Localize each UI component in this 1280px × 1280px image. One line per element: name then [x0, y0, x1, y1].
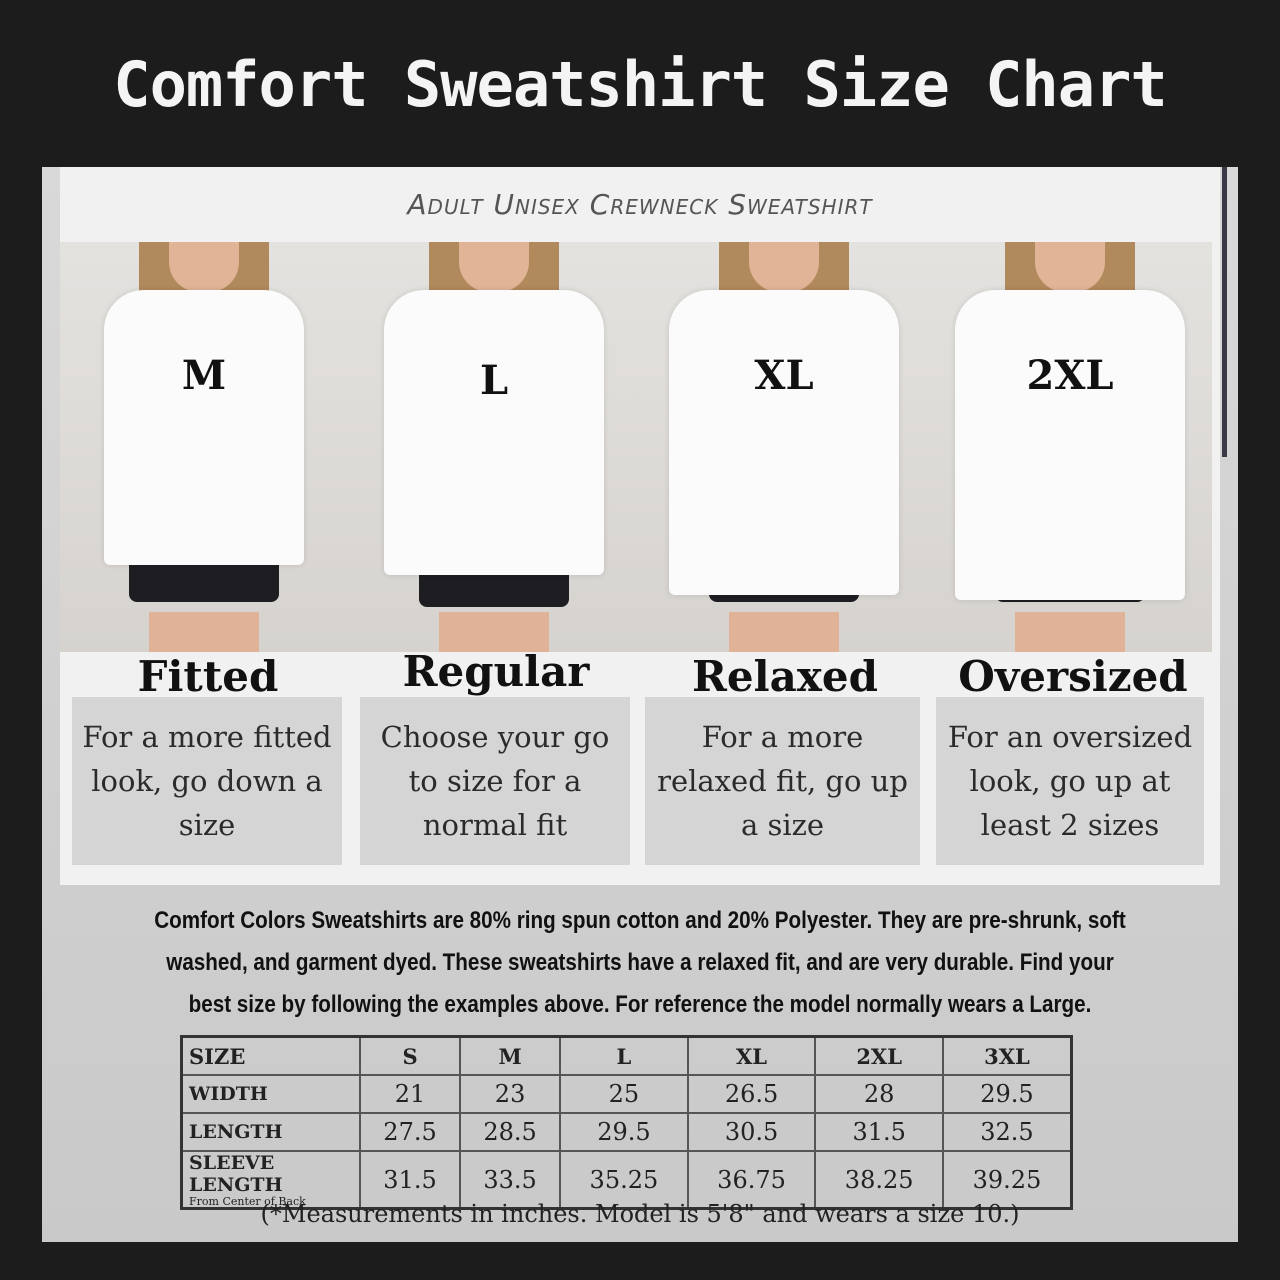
fit-name: Fitted: [137, 652, 279, 701]
cell: 35.25: [559, 1150, 689, 1210]
cell: 28: [814, 1074, 944, 1114]
row-sublabel: From Center of Back: [189, 1195, 306, 1208]
cell: 21: [358, 1074, 462, 1114]
fit-name: Relaxed: [692, 652, 878, 701]
cell: 39.25: [941, 1150, 1073, 1210]
table-row: WIDTH 21 23 25 26.5 28 29.5: [180, 1074, 1073, 1114]
header-cell: SIZE: [180, 1035, 361, 1076]
decor-bar: [1222, 167, 1227, 457]
row-label: LENGTH: [180, 1112, 361, 1152]
row-label-text: SLEEVE LENGTH: [189, 1152, 283, 1196]
cell: 31.5: [814, 1112, 944, 1152]
model-photo-regular: L: [348, 242, 640, 652]
header-cell: M: [459, 1035, 562, 1076]
fit-description: For a more fitted look, go down a size: [72, 697, 342, 865]
header-cell: 3XL: [941, 1035, 1073, 1076]
fit-description: For a more relaxed fit, go up a size: [645, 697, 920, 865]
cell: 31.5: [358, 1150, 462, 1210]
table-row: SLEEVE LENGTH From Center of Back 31.5 33…: [180, 1150, 1073, 1210]
row-label: WIDTH: [180, 1074, 361, 1114]
row-label: SLEEVE LENGTH From Center of Back: [180, 1150, 361, 1210]
cell: 33.5: [459, 1150, 562, 1210]
fabric-info: Comfort Colors Sweatshirts are 80% ring …: [154, 907, 1126, 1018]
cell: 26.5: [686, 1074, 817, 1114]
size-label: XL: [754, 352, 814, 399]
fit-description: For an oversized look, go up at least 2 …: [936, 697, 1204, 865]
footnote: (*Measurements in inches. Model is 5'8" …: [260, 1200, 1020, 1228]
header-cell: L: [559, 1035, 689, 1076]
cell: 29.5: [941, 1074, 1073, 1114]
header-cell: 2XL: [814, 1035, 944, 1076]
cell: 27.5: [358, 1112, 462, 1152]
table-row: LENGTH 27.5 28.5 29.5 30.5 31.5 32.5: [180, 1112, 1073, 1152]
size-label: 2XL: [1026, 352, 1114, 399]
subtitle: Adult Unisex Crewneck Sweatshirt: [407, 188, 873, 221]
fit-name: Regular: [402, 647, 590, 696]
fit-name: Oversized: [958, 652, 1188, 701]
cell: 36.75: [686, 1150, 817, 1210]
header-cell: S: [358, 1035, 462, 1076]
size-chart-panel: Adult Unisex Crewneck Sweatshirt M L XL: [42, 167, 1238, 1242]
fit-description: Choose your go to size for a normal fit: [360, 697, 630, 865]
cell: 38.25: [814, 1150, 944, 1210]
table-header-row: SIZE S M L XL 2XL 3XL: [180, 1035, 1073, 1076]
cell: 30.5: [686, 1112, 817, 1152]
fit-guide: Adult Unisex Crewneck Sweatshirt M L XL: [60, 167, 1220, 885]
size-label: L: [479, 357, 509, 404]
header-cell: XL: [686, 1035, 817, 1076]
cell: 25: [559, 1074, 689, 1114]
model-photo-oversized: 2XL: [928, 242, 1212, 652]
measurement-table: SIZE S M L XL 2XL 3XL WIDTH 21 23 25 26.…: [180, 1035, 1073, 1210]
cell: 32.5: [941, 1112, 1073, 1152]
model-photo-relaxed: XL: [640, 242, 928, 652]
cell: 29.5: [559, 1112, 689, 1152]
size-label: M: [181, 352, 227, 399]
page-title: Comfort Sweatshirt Size Chart: [113, 48, 1168, 121]
cell: 28.5: [459, 1112, 562, 1152]
cell: 23: [459, 1074, 562, 1114]
model-photo-fitted: M: [60, 242, 348, 652]
